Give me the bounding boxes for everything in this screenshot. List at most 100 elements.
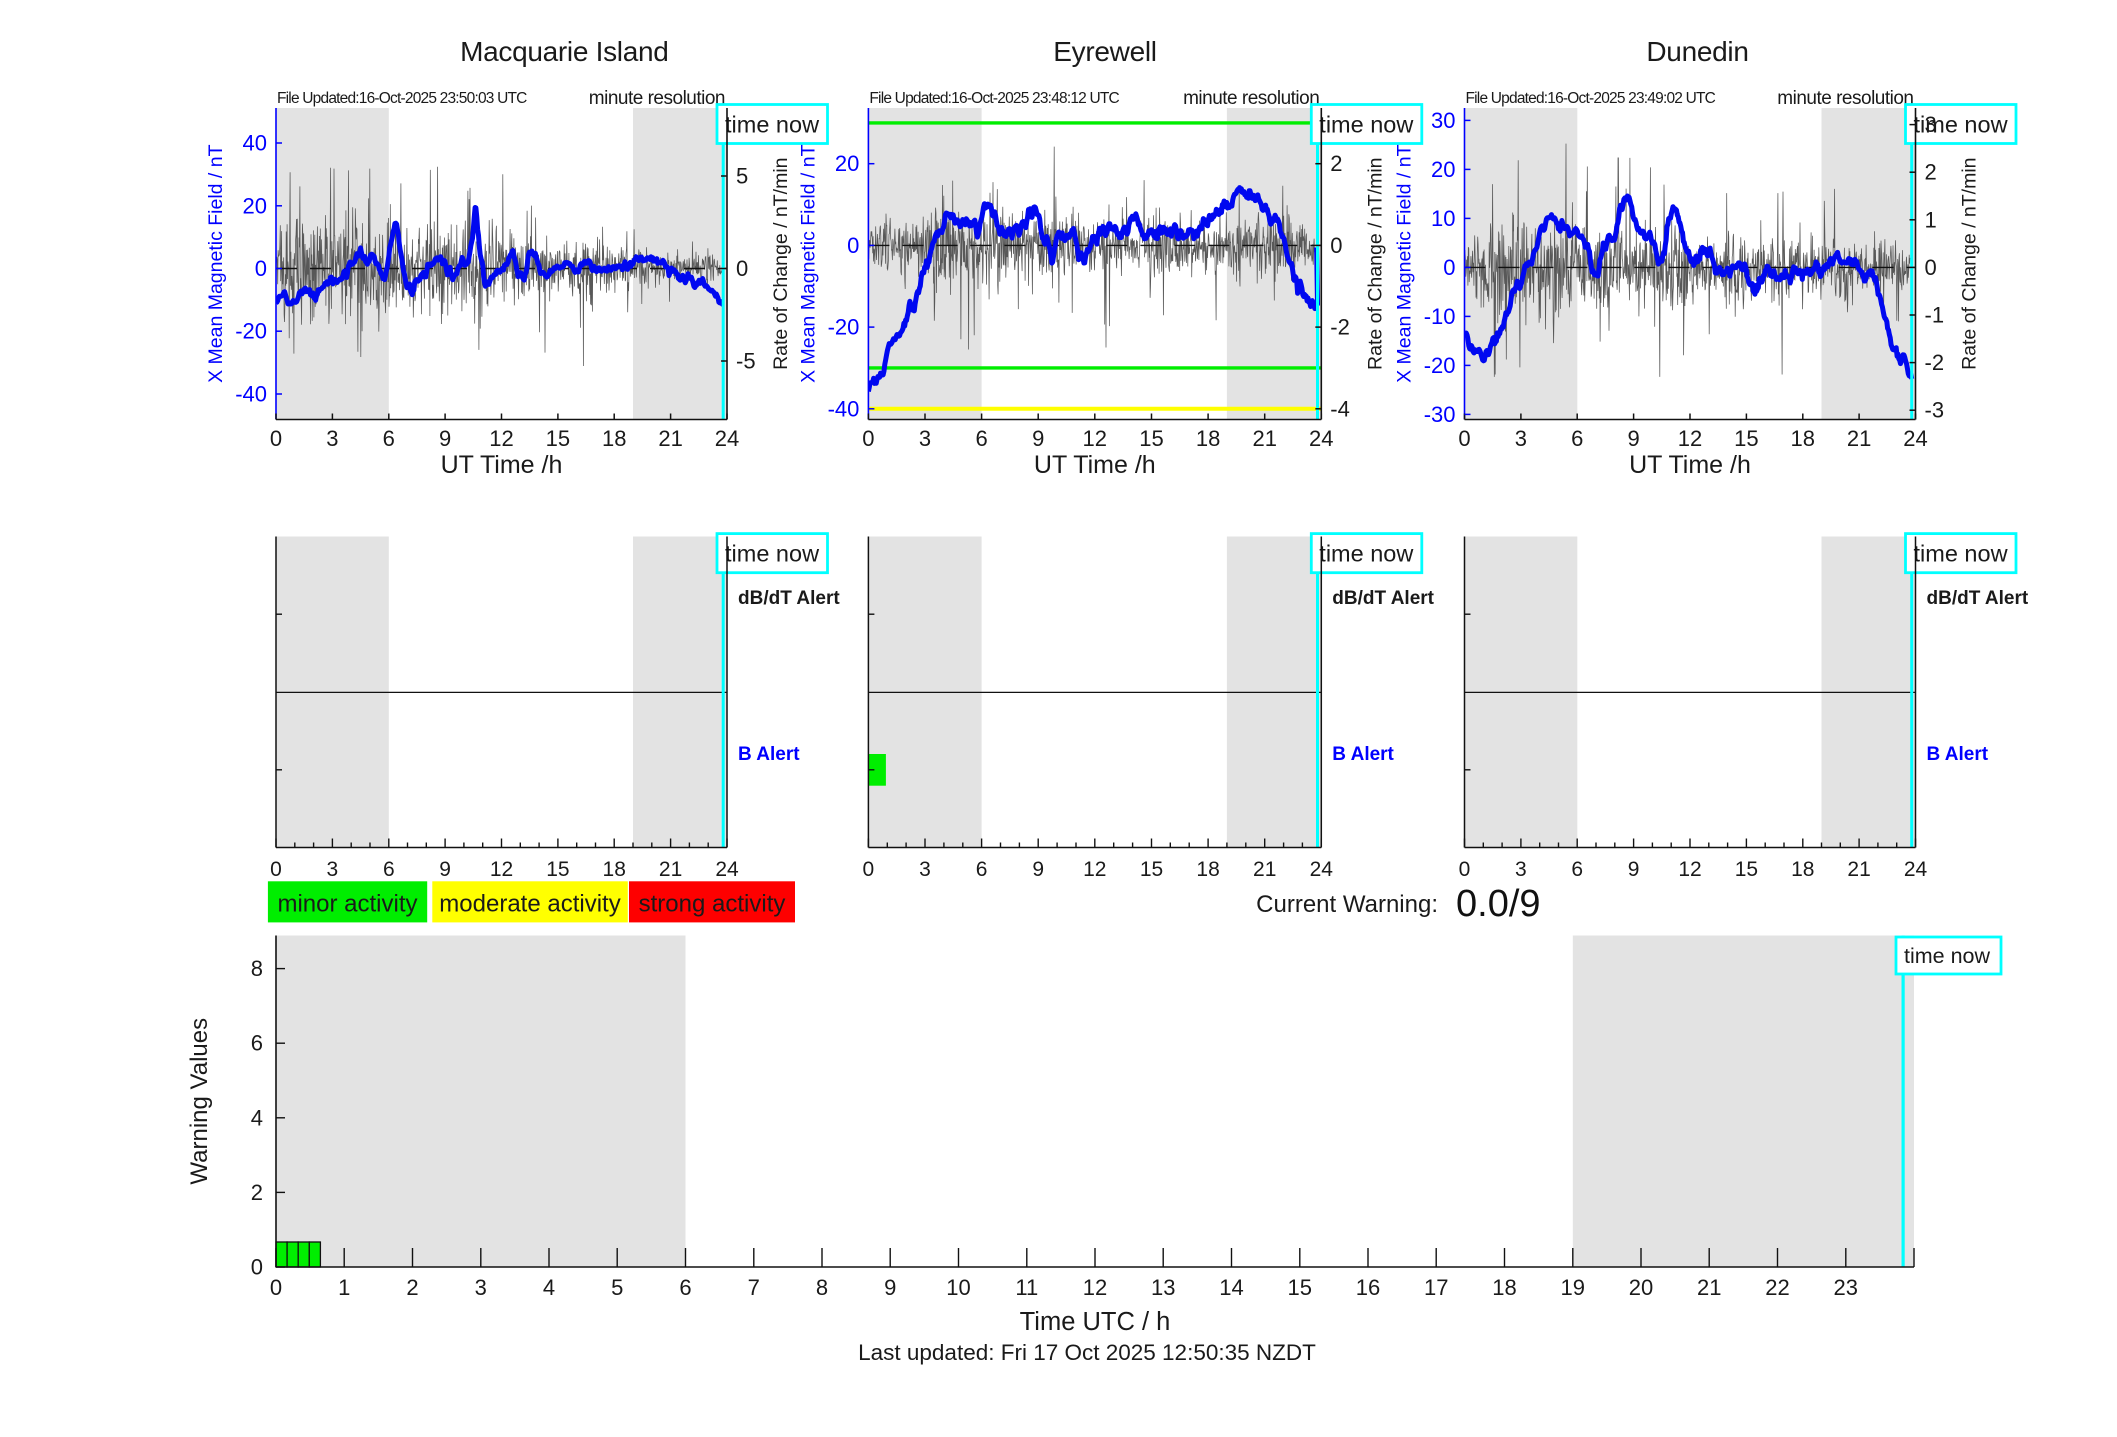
svg-text:File Updated:16-Oct-2025 23:48: File Updated:16-Oct-2025 23:48:12 UTC — [869, 90, 1119, 107]
svg-text:-20: -20 — [1424, 353, 1456, 378]
svg-text:15: 15 — [1288, 1275, 1312, 1300]
svg-text:21: 21 — [1252, 426, 1276, 451]
svg-text:-2: -2 — [1925, 350, 1945, 375]
svg-text:8: 8 — [251, 956, 263, 981]
svg-text:9: 9 — [439, 858, 451, 881]
svg-text:-40: -40 — [235, 382, 267, 407]
svg-text:6: 6 — [975, 426, 987, 451]
svg-text:dB/dT Alert: dB/dT Alert — [738, 588, 840, 609]
svg-text:6: 6 — [251, 1031, 263, 1056]
svg-text:2: 2 — [1925, 160, 1937, 185]
svg-text:30: 30 — [1431, 108, 1455, 133]
svg-text:dB/dT Alert: dB/dT Alert — [1332, 588, 1434, 609]
svg-text:24: 24 — [1903, 426, 1927, 451]
svg-text:B Alert: B Alert — [1332, 744, 1394, 765]
svg-text:1: 1 — [1925, 207, 1937, 232]
svg-text:7: 7 — [748, 1275, 760, 1300]
svg-text:3: 3 — [919, 858, 931, 881]
svg-text:20: 20 — [1431, 157, 1455, 182]
svg-text:time now: time now — [725, 112, 820, 138]
svg-text:3: 3 — [327, 858, 339, 881]
svg-text:time now: time now — [1914, 541, 2009, 567]
svg-text:18: 18 — [1791, 858, 1814, 881]
svg-text:-1: -1 — [1925, 303, 1945, 328]
svg-text:12: 12 — [1678, 858, 1701, 881]
svg-text:18: 18 — [1196, 858, 1219, 881]
svg-text:UT Time /h: UT Time /h — [441, 451, 563, 479]
svg-text:9: 9 — [1627, 426, 1639, 451]
svg-text:15: 15 — [1140, 858, 1163, 881]
svg-text:-40: -40 — [828, 396, 860, 421]
svg-text:10: 10 — [946, 1275, 970, 1300]
svg-text:time now: time now — [1319, 112, 1414, 138]
svg-text:24: 24 — [1309, 426, 1333, 451]
svg-text:3: 3 — [326, 426, 338, 451]
svg-text:9: 9 — [439, 426, 451, 451]
svg-text:0: 0 — [1458, 426, 1470, 451]
svg-text:15: 15 — [1735, 858, 1758, 881]
svg-text:15: 15 — [1734, 426, 1758, 451]
svg-text:Current Warning:: Current Warning: — [1256, 891, 1438, 918]
svg-text:18: 18 — [1791, 426, 1815, 451]
svg-text:6: 6 — [1571, 858, 1583, 881]
svg-text:9: 9 — [1032, 858, 1044, 881]
svg-text:21: 21 — [1847, 426, 1871, 451]
svg-text:time now: time now — [1904, 944, 1991, 968]
svg-text:24: 24 — [1904, 858, 1928, 881]
svg-text:X Mean Magnetic Field / nT: X Mean Magnetic Field / nT — [205, 144, 227, 383]
svg-text:12: 12 — [1083, 858, 1106, 881]
svg-text:File Updated:16-Oct-2025 23:49: File Updated:16-Oct-2025 23:49:02 UTC — [1466, 90, 1716, 107]
svg-text:6: 6 — [976, 858, 988, 881]
svg-text:24: 24 — [715, 426, 739, 451]
svg-text:24: 24 — [1310, 858, 1334, 881]
svg-text:15: 15 — [1139, 426, 1163, 451]
svg-text:-4: -4 — [1330, 396, 1350, 421]
svg-text:time now: time now — [1914, 112, 2009, 138]
svg-text:3: 3 — [1515, 858, 1527, 881]
svg-text:21: 21 — [1253, 858, 1276, 881]
svg-text:18: 18 — [602, 426, 626, 451]
svg-text:17: 17 — [1424, 1275, 1448, 1300]
svg-text:0: 0 — [255, 256, 267, 281]
svg-text:-2: -2 — [1330, 315, 1350, 340]
svg-text:12: 12 — [1083, 1275, 1107, 1300]
svg-text:13: 13 — [1151, 1275, 1175, 1300]
svg-text:9: 9 — [1032, 426, 1044, 451]
svg-text:6: 6 — [383, 426, 395, 451]
svg-text:21: 21 — [659, 858, 682, 881]
svg-text:0: 0 — [1443, 255, 1455, 280]
svg-text:0: 0 — [1330, 233, 1342, 258]
svg-text:X Mean Magnetic Field / nT: X Mean Magnetic Field / nT — [1394, 144, 1416, 383]
svg-text:-5: -5 — [736, 349, 756, 374]
svg-text:moderate activity: moderate activity — [439, 891, 620, 918]
svg-text:10: 10 — [1431, 206, 1455, 231]
svg-text:3: 3 — [1925, 112, 1937, 137]
svg-text:Dunedin: Dunedin — [1646, 36, 1748, 67]
svg-text:4: 4 — [251, 1105, 263, 1130]
svg-text:time now: time now — [1319, 541, 1414, 567]
svg-text:-20: -20 — [235, 319, 267, 344]
svg-text:2: 2 — [1330, 151, 1342, 176]
svg-text:20: 20 — [243, 193, 267, 218]
svg-text:0: 0 — [270, 426, 282, 451]
svg-text:0: 0 — [1459, 858, 1471, 881]
svg-text:0.0/9: 0.0/9 — [1456, 883, 1541, 925]
svg-text:12: 12 — [490, 858, 513, 881]
svg-text:2: 2 — [251, 1180, 263, 1205]
svg-text:minute resolution: minute resolution — [1777, 88, 1913, 109]
svg-text:0: 0 — [1925, 255, 1937, 280]
svg-text:Time UTC / h: Time UTC / h — [1020, 1308, 1171, 1336]
svg-text:Last updated: Fri 17 Oct 2025: Last updated: Fri 17 Oct 2025 12:50:35 N… — [858, 1340, 1316, 1365]
svg-text:2: 2 — [406, 1275, 418, 1300]
svg-text:1: 1 — [338, 1275, 350, 1300]
svg-text:9: 9 — [884, 1275, 896, 1300]
svg-text:5: 5 — [736, 164, 748, 189]
svg-text:3: 3 — [1515, 426, 1527, 451]
svg-text:12: 12 — [1083, 426, 1107, 451]
svg-text:15: 15 — [546, 858, 569, 881]
svg-text:19: 19 — [1561, 1275, 1585, 1300]
svg-text:12: 12 — [489, 426, 513, 451]
svg-text:0: 0 — [862, 426, 874, 451]
svg-text:0: 0 — [251, 1255, 263, 1280]
svg-text:14: 14 — [1219, 1275, 1243, 1300]
